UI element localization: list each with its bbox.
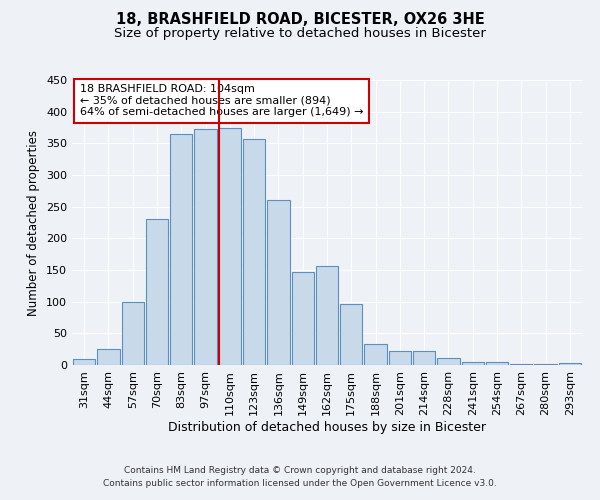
Bar xyxy=(316,266,338,365)
Bar xyxy=(292,272,314,365)
Text: 18 BRASHFIELD ROAD: 104sqm
← 35% of detached houses are smaller (894)
64% of sem: 18 BRASHFIELD ROAD: 104sqm ← 35% of deta… xyxy=(80,84,363,117)
Bar xyxy=(389,351,411,365)
Bar xyxy=(340,304,362,365)
Bar xyxy=(243,139,265,365)
Bar xyxy=(437,358,460,365)
Bar xyxy=(559,363,581,365)
Bar xyxy=(170,134,193,365)
Text: 18, BRASHFIELD ROAD, BICESTER, OX26 3HE: 18, BRASHFIELD ROAD, BICESTER, OX26 3HE xyxy=(116,12,484,28)
Bar xyxy=(510,364,532,365)
Bar xyxy=(73,358,95,365)
Bar xyxy=(122,302,144,365)
Bar xyxy=(535,364,557,365)
Bar xyxy=(461,362,484,365)
X-axis label: Distribution of detached houses by size in Bicester: Distribution of detached houses by size … xyxy=(168,420,486,434)
Text: Size of property relative to detached houses in Bicester: Size of property relative to detached ho… xyxy=(114,28,486,40)
Bar xyxy=(413,351,436,365)
Bar xyxy=(194,130,217,365)
Bar xyxy=(218,128,241,365)
Y-axis label: Number of detached properties: Number of detached properties xyxy=(28,130,40,316)
Text: Contains HM Land Registry data © Crown copyright and database right 2024.
Contai: Contains HM Land Registry data © Crown c… xyxy=(103,466,497,487)
Bar xyxy=(486,362,508,365)
Bar xyxy=(364,344,387,365)
Bar xyxy=(146,220,168,365)
Bar xyxy=(267,200,290,365)
Bar xyxy=(97,349,119,365)
